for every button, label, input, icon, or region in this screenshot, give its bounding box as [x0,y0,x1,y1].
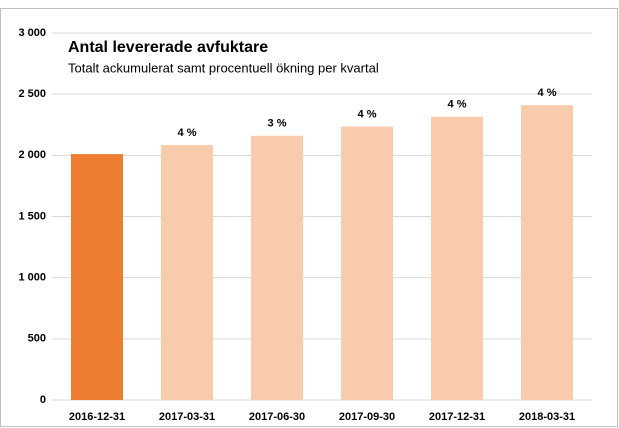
x-tick-label: 2017-12-31 [429,411,485,423]
chart-title: Antal levererade avfuktare [68,39,268,56]
y-tick-label: 2 500 [18,88,46,100]
bar [71,154,123,400]
y-tick-label: 1 000 [18,272,46,284]
y-tick-label: 0 [40,394,46,406]
annotation: 4 % [178,127,197,139]
bar [431,116,483,400]
x-tick-label: 2018-03-31 [519,411,575,423]
x-tick-label: 2017-03-31 [159,411,215,423]
y-tick-label: 1 500 [18,210,46,222]
chart-border [0,8,618,427]
y-tick-label: 500 [28,333,46,345]
annotation: 4 % [358,108,377,120]
y-tick-label: 3 000 [18,27,46,39]
bar [521,105,573,400]
chart-subtitle: Totalt ackumulerat samt procentuell ökni… [68,60,379,75]
annotation: 4 % [538,87,557,99]
annotation: 4 % [448,99,467,111]
x-tick-label: 2017-09-30 [339,411,395,423]
x-tick-label: 2017-06-30 [249,411,305,423]
bar [251,135,303,400]
x-tick-label: 2016-12-31 [69,411,125,423]
y-tick-label: 2 000 [18,149,46,161]
annotation: 3 % [268,118,287,130]
bar [341,126,393,401]
bar [161,144,213,400]
